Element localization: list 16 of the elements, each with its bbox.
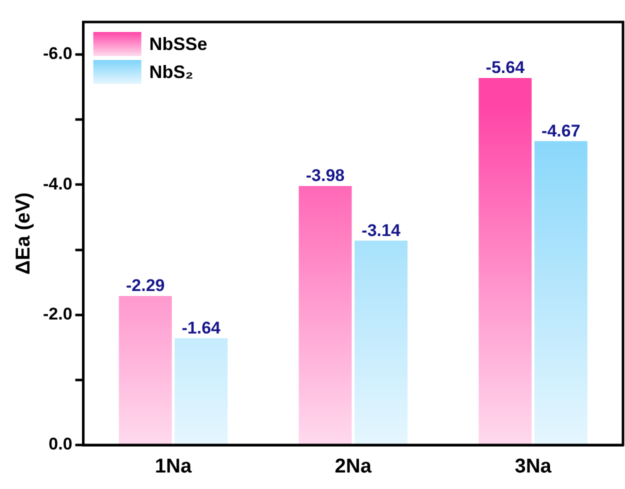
x-tick-label: 2Na bbox=[334, 456, 372, 478]
legend-label: NbS₂ bbox=[149, 62, 194, 82]
y-tick-label: -4.0 bbox=[42, 174, 72, 194]
x-tick-label: 1Na bbox=[154, 456, 192, 478]
legend-label: NbSSe bbox=[149, 34, 208, 54]
y-tick-label: -6.0 bbox=[42, 44, 72, 64]
y-tick-label: 0.0 bbox=[48, 434, 72, 454]
y-tick-label: -2.0 bbox=[42, 304, 72, 324]
y-axis-title: ΔEa (eV) bbox=[12, 192, 35, 275]
data-label: -3.98 bbox=[306, 166, 345, 186]
data-label: -3.14 bbox=[362, 220, 401, 240]
data-label: -1.64 bbox=[182, 318, 222, 338]
x-tick-label: 3Na bbox=[514, 456, 552, 478]
data-label: -4.67 bbox=[542, 121, 580, 140]
data-label: -2.29 bbox=[126, 276, 165, 296]
data-label: -5.64 bbox=[486, 58, 526, 78]
